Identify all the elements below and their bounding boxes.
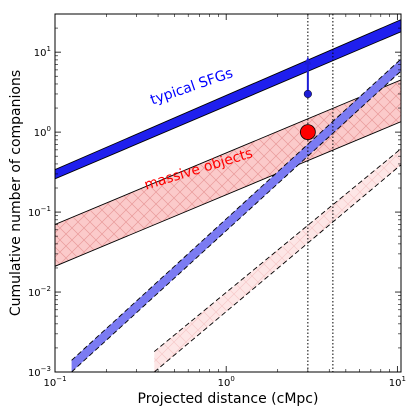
band-light-red-dashed-hatched-lower-edge	[153, 164, 401, 372]
band-solid-blue-lower-edge	[55, 31, 401, 180]
band-solid-blue-fill	[55, 19, 401, 179]
y-tick-label: 10−2	[28, 285, 51, 299]
y-tick-label: 10−3	[28, 365, 51, 379]
band-red-hatched-upper-edge	[55, 79, 401, 225]
band-red-hatched-lower-edge	[55, 121, 401, 267]
y-tick-label: 101	[34, 45, 51, 59]
y-axis-label: Cumulative number of companions	[8, 70, 24, 316]
band-light-blue-dashed-lower-edge	[71, 70, 401, 372]
y-tick-label: 100	[34, 125, 51, 139]
x-tick-label: 101	[389, 375, 406, 389]
axes: 10−1 100 101 10−3 10−2 10−1 100 101	[28, 13, 406, 389]
blue-point	[303, 89, 312, 99]
band-light-red-dashed-hatched-hatch	[154, 148, 401, 372]
band-solid-blue-upper-edge	[55, 19, 401, 170]
y-tick-label: 10−1	[28, 205, 51, 219]
plot-frame	[54, 13, 402, 373]
band-light-blue-dashed-upper-edge	[71, 58, 401, 361]
band-light-red-dashed-hatched-upper-edge	[153, 148, 401, 352]
x-axis-label: Projected distance (cMpc)	[138, 391, 319, 407]
band-light-blue-dashed-fill	[71, 59, 401, 372]
band-red-hatched-hatch	[55, 79, 401, 267]
red-point	[299, 124, 316, 141]
upper-limit-arrow-head	[304, 56, 312, 65]
x-tick-label: 10−1	[43, 375, 66, 389]
x-tick-label: 100	[218, 375, 235, 389]
